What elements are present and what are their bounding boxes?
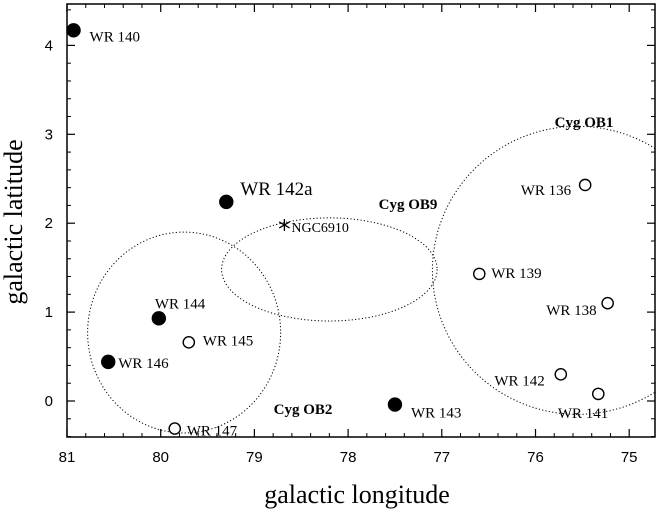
association-cyg-ob2-label: Cyg OB2	[274, 402, 333, 418]
data-label-wr-142a: WR 142a	[240, 179, 313, 200]
data-label-wr-142: WR 142	[494, 373, 544, 389]
data-point-wr-145	[182, 336, 196, 349]
cluster-label-ngc6910: NGC6910	[291, 221, 349, 236]
data-label-wr-138: WR 138	[546, 303, 596, 319]
data-point-wr-143	[387, 397, 403, 412]
y-axis-title: galactic latitude	[0, 139, 28, 304]
data-point-wr-141	[591, 387, 605, 401]
data-point-wr-136	[578, 178, 592, 192]
data-label-wr-139: WR 139	[491, 266, 541, 282]
data-point-wr-138	[601, 296, 614, 310]
x-axis-title: galactic longitude	[264, 480, 450, 509]
y-tick-label-2: 2	[45, 215, 53, 232]
data-point-wr-140	[66, 23, 81, 38]
cluster-asterisk-stroke	[278, 221, 290, 229]
data-label-wr-136: WR 136	[521, 183, 572, 199]
data-point-wr-142	[554, 368, 568, 381]
data-label-wr-141: WR 141	[558, 406, 608, 422]
data-label-wr-144: WR 144	[155, 296, 206, 312]
data-label-wr-147: WR 147	[187, 424, 238, 440]
data-label-wr-143: WR 143	[411, 406, 461, 422]
data-label-wr-145: WR 145	[203, 333, 253, 349]
y-tick-label-4: 4	[45, 37, 53, 54]
y-tick-label-1: 1	[45, 304, 53, 321]
association-cyg-ob2-ellipse	[87, 231, 282, 434]
association-cyg-ob1-label: Cyg OB1	[555, 115, 614, 131]
x-tick-label-76: 76	[527, 449, 544, 466]
x-tick-label-75: 75	[621, 449, 638, 466]
x-tick-label-77: 77	[433, 449, 450, 466]
plot-frame	[66, 3, 656, 438]
x-tick-label-79: 79	[246, 449, 263, 466]
data-label-wr-146: WR 146	[118, 356, 169, 372]
data-point-wr-142a	[219, 194, 234, 210]
y-tick-label-3: 3	[45, 126, 53, 143]
x-tick-label-80: 80	[152, 449, 169, 466]
data-point-wr-147	[168, 422, 182, 435]
cluster-asterisk-icon	[278, 218, 290, 231]
data-label-wr-140: WR 140	[90, 29, 140, 45]
association-cyg-ob9-label: Cyg OB9	[379, 197, 438, 213]
data-point-wr-146	[101, 354, 116, 370]
x-tick-label-78: 78	[340, 449, 357, 466]
y-tick-label-0: 0	[45, 393, 53, 410]
association-cyg-ob1-ellipse	[431, 125, 655, 415]
association-cyg-ob9-ellipse	[221, 217, 438, 322]
data-point-wr-139	[472, 267, 486, 281]
x-tick-label-81: 81	[59, 449, 76, 466]
data-point-wr-144	[151, 311, 167, 326]
